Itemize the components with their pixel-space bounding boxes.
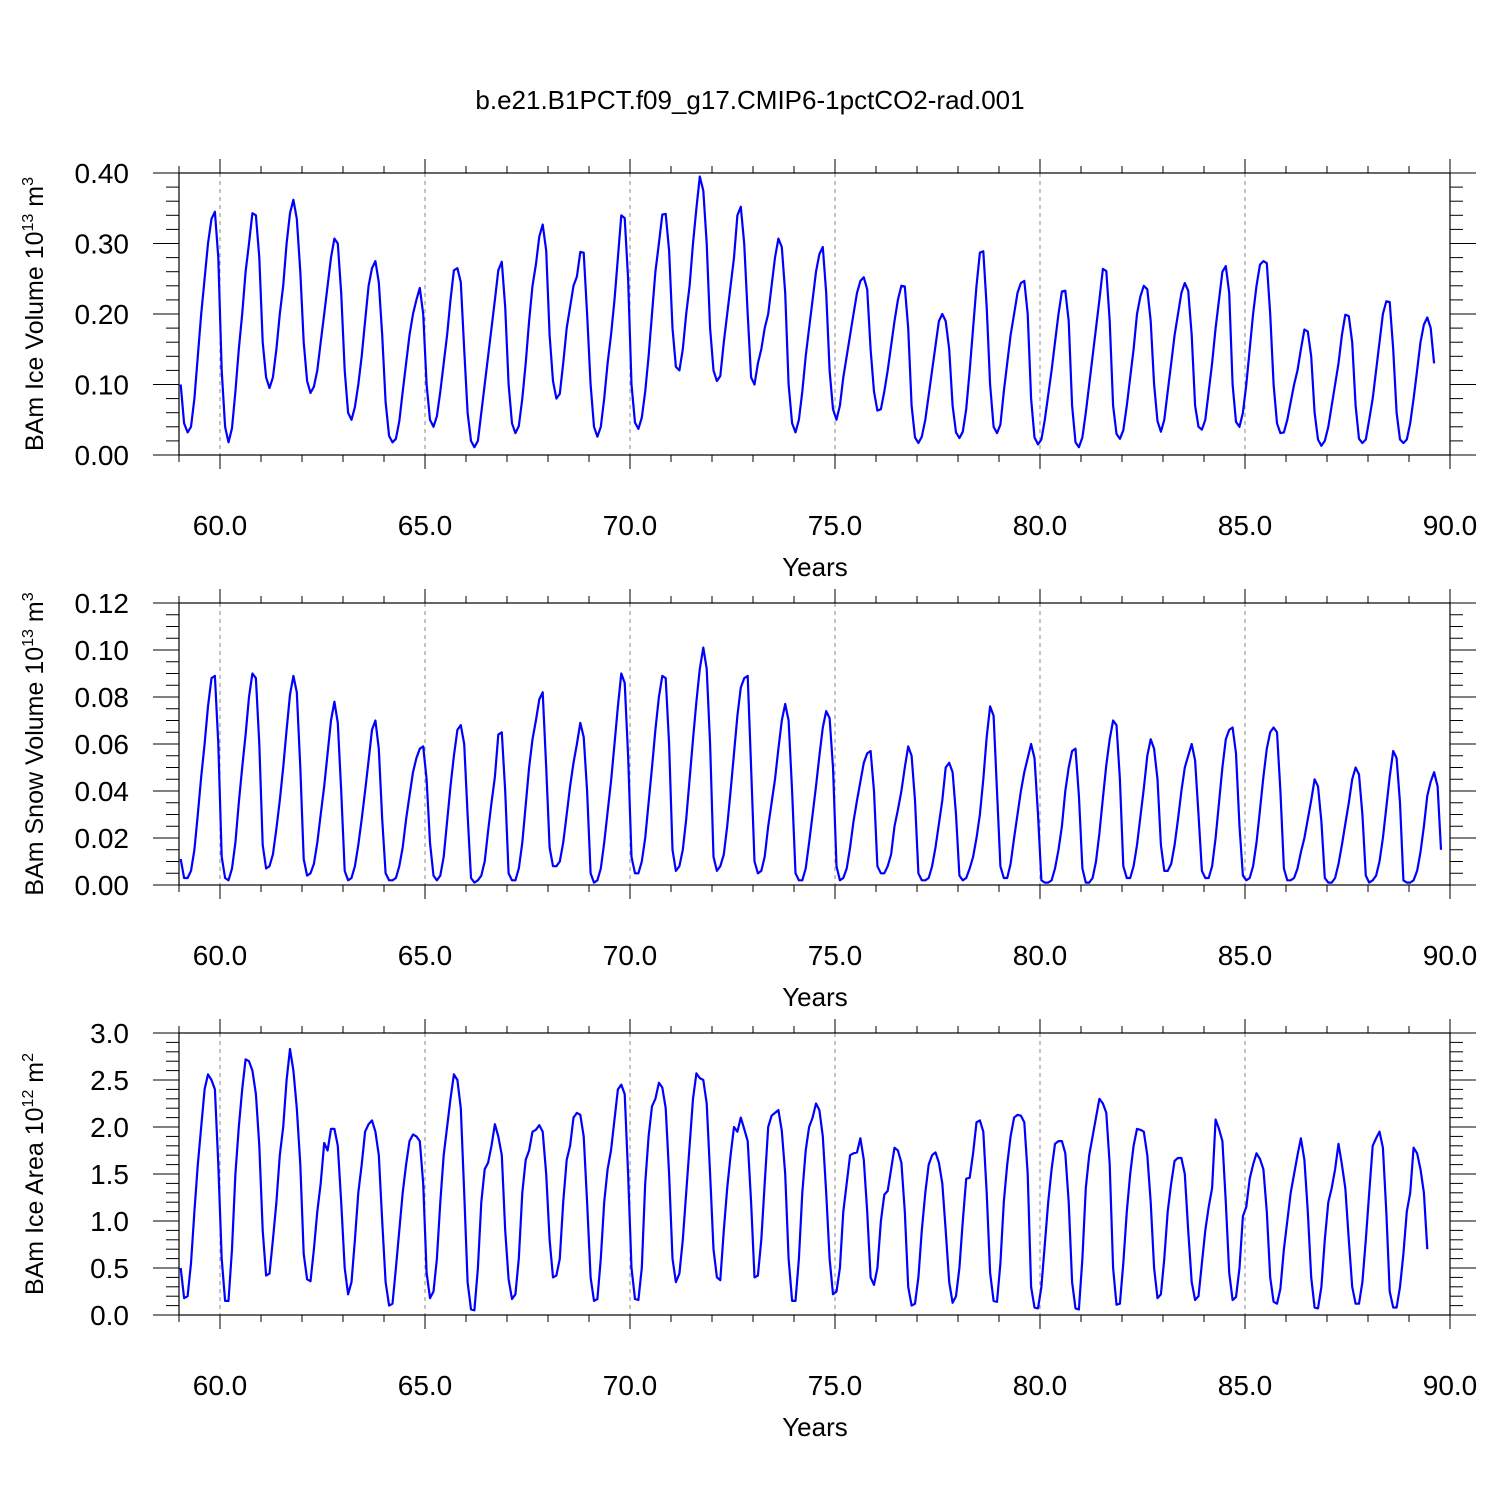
x-tick-label: 80.0 xyxy=(1013,1370,1068,1401)
y-tick-label: 2.0 xyxy=(90,1112,129,1143)
x-tick-label: 75.0 xyxy=(808,510,863,541)
chart-title: b.e21.B1PCT.f09_g17.CMIP6-1pctCO2-rad.00… xyxy=(475,85,1024,115)
x-tick-label: 65.0 xyxy=(398,940,453,971)
y-tick-label: 0.5 xyxy=(90,1253,129,1284)
x-tick-label: 90.0 xyxy=(1423,510,1478,541)
chart-panel-1: 0.00 0.10 0.20 0.30 0.40 60.0 65.0 70.0 75.0 80.0… xyxy=(20,158,1477,582)
x-axis-label: Years xyxy=(782,1412,848,1442)
x-tick-label: 85.0 xyxy=(1218,510,1273,541)
y-axis-label: BAm Snow Volume 1013 m3 xyxy=(20,592,49,895)
plot-frame xyxy=(178,1032,1451,1316)
x-tick-label: 80.0 xyxy=(1013,940,1068,971)
plot-frame xyxy=(178,172,1451,456)
y-tick-label: 1.0 xyxy=(90,1206,129,1237)
series-line xyxy=(179,1047,1429,1312)
y-tick-label: 0.08 xyxy=(75,682,130,713)
y-tick-label: 0.40 xyxy=(75,158,130,189)
series-line xyxy=(179,175,1436,449)
y-tick-label: 2.5 xyxy=(90,1065,129,1096)
y-tick-label: 0.0 xyxy=(90,1300,129,1331)
x-tick-label: 90.0 xyxy=(1423,1370,1478,1401)
series-line xyxy=(179,646,1443,884)
x-tick-label: 80.0 xyxy=(1013,510,1068,541)
y-axis-label: BAm Ice Volume 1013 m3 xyxy=(20,177,49,451)
y-tick-label: 0.10 xyxy=(75,635,130,666)
y-tick-label: 3.0 xyxy=(90,1018,129,1049)
x-tick-label: 85.0 xyxy=(1218,940,1273,971)
y-tick-label: 0.06 xyxy=(75,729,130,760)
y-tick-label: 0.04 xyxy=(75,776,130,807)
x-tick-label: 65.0 xyxy=(398,1370,453,1401)
x-tick-label: 85.0 xyxy=(1218,1370,1273,1401)
chart-panel-2: 0.00 0.02 0.04 0.06 0.08 0.10 0.12 60.0 65.0 70.0… xyxy=(20,588,1477,1012)
x-tick-label: 70.0 xyxy=(603,1370,658,1401)
plot-frame xyxy=(178,602,1451,886)
x-tick-label: 60.0 xyxy=(193,1370,248,1401)
y-tick-label: 0.30 xyxy=(75,229,130,260)
y-tick-label: 0.02 xyxy=(75,823,130,854)
x-tick-label: 70.0 xyxy=(603,940,658,971)
x-tick-label: 60.0 xyxy=(193,940,248,971)
x-axis-label: Years xyxy=(782,552,848,582)
x-axis-label: Years xyxy=(782,982,848,1012)
y-tick-label: 0.10 xyxy=(75,370,130,401)
y-tick-label: 0.20 xyxy=(75,299,130,330)
x-tick-label: 75.0 xyxy=(808,1370,863,1401)
chart-panels: 0.00 0.10 0.20 0.30 0.40 60.0 65.0 70.0 75.0 80.0… xyxy=(20,158,1477,1442)
x-tick-label: 90.0 xyxy=(1423,940,1478,971)
y-tick-label: 1.5 xyxy=(90,1159,129,1190)
x-tick-label: 75.0 xyxy=(808,940,863,971)
y-tick-label: 0.00 xyxy=(75,440,130,471)
chart-panel-3: 0.0 0.5 1.0 1.5 2.0 2.5 3.0 60.0 65.0 70.0 75.0 80.… xyxy=(20,1018,1477,1442)
y-tick-label: 0.00 xyxy=(75,870,130,901)
x-tick-label: 60.0 xyxy=(193,510,248,541)
x-tick-label: 65.0 xyxy=(398,510,453,541)
y-tick-label: 0.12 xyxy=(75,588,130,619)
y-axis-label: BAm Ice Area 1012 m2 xyxy=(20,1053,49,1295)
x-tick-label: 70.0 xyxy=(603,510,658,541)
